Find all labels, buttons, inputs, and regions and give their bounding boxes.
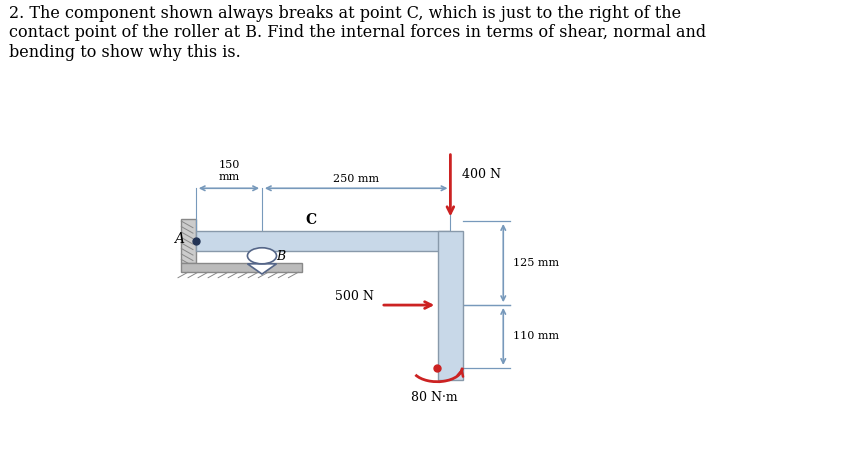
Text: 2. The component shown always breaks at point C, which is just to the right of t: 2. The component shown always breaks at … <box>9 5 705 61</box>
Bar <box>437 231 463 380</box>
Text: 125 mm: 125 mm <box>513 258 559 268</box>
Text: 80 N·m: 80 N·m <box>410 391 457 404</box>
Text: 250 mm: 250 mm <box>333 174 379 184</box>
Circle shape <box>247 248 276 264</box>
Polygon shape <box>247 264 276 274</box>
Text: 150
mm: 150 mm <box>218 160 239 182</box>
Bar <box>196 231 450 251</box>
Text: 500 N: 500 N <box>335 290 374 303</box>
Text: 400 N: 400 N <box>462 168 501 181</box>
Text: A: A <box>174 232 184 246</box>
Text: B: B <box>276 250 285 263</box>
Text: 110 mm: 110 mm <box>513 331 559 341</box>
Bar <box>181 263 302 272</box>
Bar <box>181 219 196 263</box>
Text: C: C <box>305 213 316 227</box>
